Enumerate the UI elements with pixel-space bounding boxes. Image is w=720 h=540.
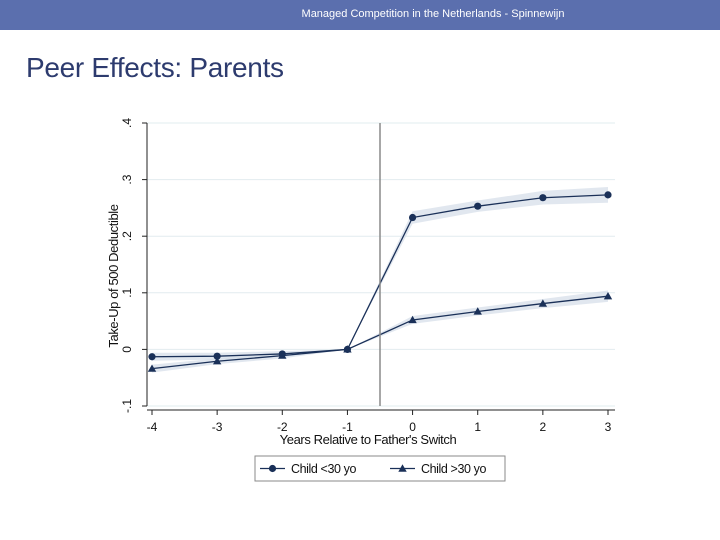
x-tick-label: 1: [474, 420, 481, 434]
x-tick-label: 3: [605, 420, 612, 434]
data-point: [343, 345, 352, 353]
data-point: [473, 307, 482, 315]
header-title: Managed Competition in the Netherlands -…: [301, 8, 565, 20]
y-tick-label: 0: [120, 346, 134, 353]
data-point: [148, 353, 156, 361]
legend-marker: [398, 464, 407, 472]
data-point: [147, 364, 157, 372]
y-tick-label: .3: [120, 174, 134, 184]
y-tick-label: .2: [120, 231, 134, 241]
x-axis-label: Years Relative to Father's Switch: [280, 432, 457, 447]
x-tick-label: 2: [540, 420, 547, 434]
y-tick-label: .4: [120, 118, 134, 128]
data-point: [408, 315, 417, 324]
y-axis-label: Take-Up of 500 Deductible: [106, 204, 121, 347]
legend-marker: [268, 464, 277, 473]
data-point: [474, 202, 482, 210]
x-tick-label: -1: [342, 420, 353, 434]
legend-label: Child <30 yo: [291, 462, 356, 476]
data-point: [538, 299, 548, 307]
x-tick-label: 0: [409, 420, 416, 434]
slide-title: Peer Effects: Parents: [26, 52, 284, 83]
legend-label: Child >30 yo: [421, 462, 486, 476]
data-point: [539, 194, 547, 202]
x-tick-label: -4: [147, 420, 158, 434]
legend-box: [254, 455, 506, 482]
data-point: [212, 357, 222, 365]
data-point: [408, 213, 417, 222]
data-point: [604, 191, 612, 199]
confidence-band: [152, 290, 608, 373]
header-bar: [0, 0, 720, 30]
data-point: [278, 351, 287, 359]
y-tick-label: -.1: [120, 399, 134, 413]
x-tick-label: -3: [212, 420, 223, 434]
data-point: [213, 352, 221, 360]
y-tick-label: .1: [120, 287, 134, 297]
data-point: [603, 291, 613, 300]
x-tick-label: -2: [277, 420, 288, 434]
